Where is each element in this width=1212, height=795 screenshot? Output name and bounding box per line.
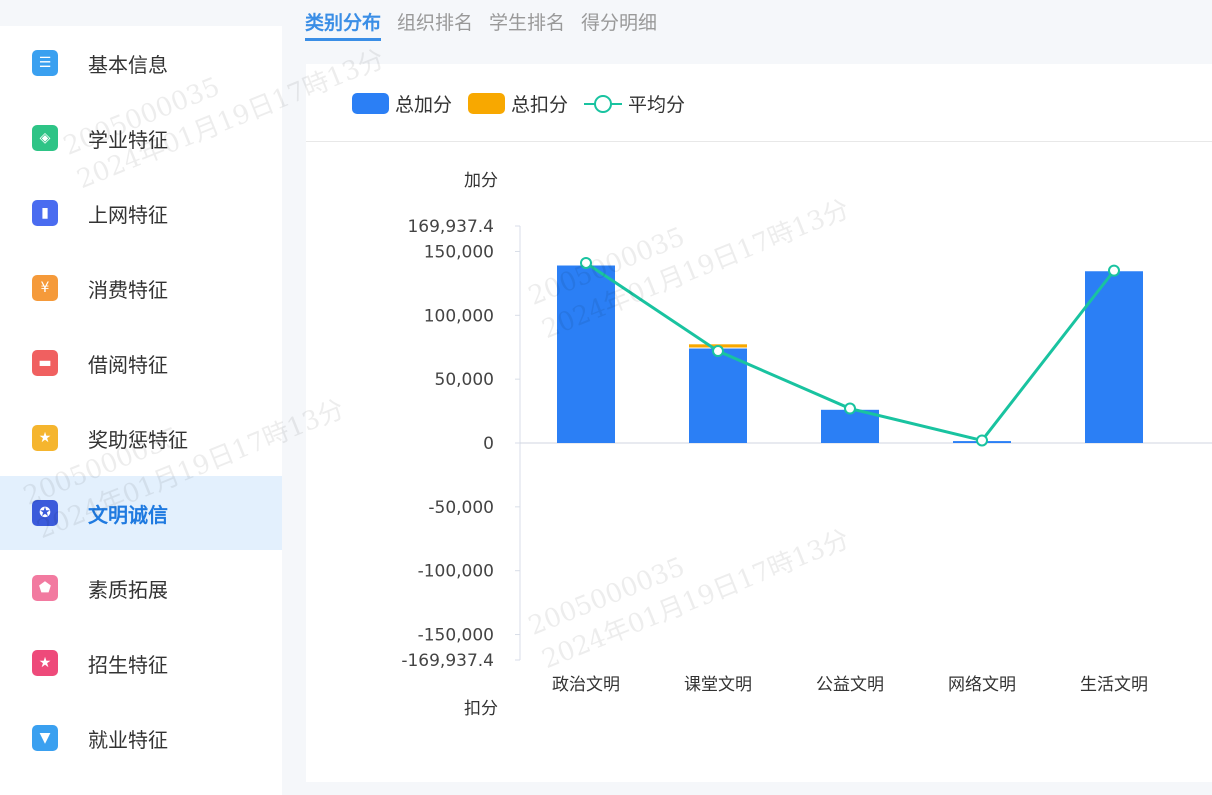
legend-swatch-orange [468,93,506,114]
chart-card: 总加分 总扣分 平均分 169,937.4 150,000 100,000 50,00… [306,64,1212,782]
sidebar-item[interactable]: ☰ 基本信息 [0,26,282,100]
y-tick-label: -50,000 [428,498,494,518]
sidebar-item[interactable]: ★ 招生特征 [0,626,282,700]
layers-icon: ◈ [32,125,58,151]
wallet-yen-icon: ¥ [32,275,58,301]
sidebar-item-label: 上网特征 [88,202,168,227]
y-tick-label: 169,937.4 [407,217,494,237]
trophy-icon: ★ [32,425,58,451]
sidebar-item-label: 就业特征 [88,727,168,752]
legend-item-total-deduct[interactable]: 总扣分 [468,90,568,117]
sidebar-item-label: 借阅特征 [88,352,168,377]
bar-line-chart: 169,937.4 150,000 100,000 50,000 0 -50,000 -10… [401,171,1212,719]
average-point [580,256,592,269]
x-tick-label: 公益文明 [816,675,884,695]
average-point [976,434,988,447]
bar-total-add [821,409,879,443]
sidebar: ☰ 基本信息 ◈ 学业特征 ▮ 上网特征 ¥ 消费特征 ▬ 借阅特征 ★ 奖助惩特征 ✪ 文明诚信 ⬟ 素质拓… [0,0,282,795]
legend-item-total-add[interactable]: 总加分 [352,90,452,117]
average-point [712,345,724,358]
y-axis-label-bottom: 扣分 [464,699,498,719]
sidebar-item-label: 文明诚信 [88,502,168,527]
sidebar-item[interactable]: ▮ 上网特征 [0,176,282,250]
y-tick-label: 0 [483,434,494,454]
legend-label: 总加分 [395,94,453,116]
legend-divider [306,141,1212,142]
sidebar-item[interactable]: ✪ 文明诚信 [0,476,282,550]
sidebar-item-label: 招生特征 [88,652,168,677]
y-tick-label: 50,000 [435,370,494,390]
y-tick-label: -150,000 [418,626,494,646]
medal-icon: ✪ [32,500,58,526]
sidebar-item[interactable]: ▬ 借阅特征 [0,326,282,400]
average-point [844,402,856,415]
flag-icon: ★ [32,650,58,676]
bar-total-add [1085,271,1143,443]
document-icon: ☰ [32,50,58,76]
sidebar-item[interactable]: ¥ 消费特征 [0,251,282,325]
legend-item-average[interactable]: 平均分 [584,90,685,117]
tab-bar: 类别分布 组织排名 学生排名 得分明细 [305,8,657,41]
sidebar-item-label: 奖助惩特征 [88,427,188,452]
x-tick-label: 生活文明 [1080,675,1148,695]
tie-icon: ▼ [32,725,58,751]
x-tick-label: 网络文明 [948,675,1016,695]
sidebar-item[interactable]: ◈ 学业特征 [0,101,282,175]
sidebar-item[interactable]: ★ 奖助惩特征 [0,401,282,475]
y-tick-label: -100,000 [418,562,494,582]
book-icon: ▬ [32,350,58,376]
x-tick-label: 课堂文明 [684,675,752,695]
tab-category-distribution[interactable]: 类别分布 [305,8,382,41]
sidebar-item-label: 基本信息 [88,52,168,77]
y-tick-label: 100,000 [424,306,494,326]
chart-legend: 总加分 总扣分 平均分 [352,90,691,117]
sidebar-item[interactable]: ▼ 就业特征 [0,701,282,775]
bar-total-add [689,348,747,443]
mouse-icon: ▮ [32,200,58,226]
tab-student-ranking[interactable]: 学生排名 [489,12,566,34]
tab-score-details[interactable]: 得分明细 [581,12,658,34]
x-tick-label: 政治文明 [552,675,620,695]
pentagon-icon: ⬟ [32,575,58,601]
sidebar-top-strip [0,0,282,26]
sidebar-item-label: 学业特征 [88,127,168,152]
average-point [1108,264,1120,277]
bar-total-add [557,265,615,443]
tab-organization-ranking[interactable]: 组织排名 [397,12,474,34]
legend-label: 总扣分 [511,94,569,116]
y-axis-label-top: 加分 [464,171,498,191]
y-tick-label: -169,937.4 [401,651,494,671]
legend-line-circle-icon [584,94,623,113]
legend-swatch-blue [352,93,389,114]
y-tick-label: 150,000 [424,242,494,262]
sidebar-item-label: 素质拓展 [88,577,168,602]
legend-label: 平均分 [628,94,686,116]
sidebar-item-label: 消费特征 [88,277,168,302]
sidebar-item[interactable]: ⬟ 素质拓展 [0,551,282,625]
